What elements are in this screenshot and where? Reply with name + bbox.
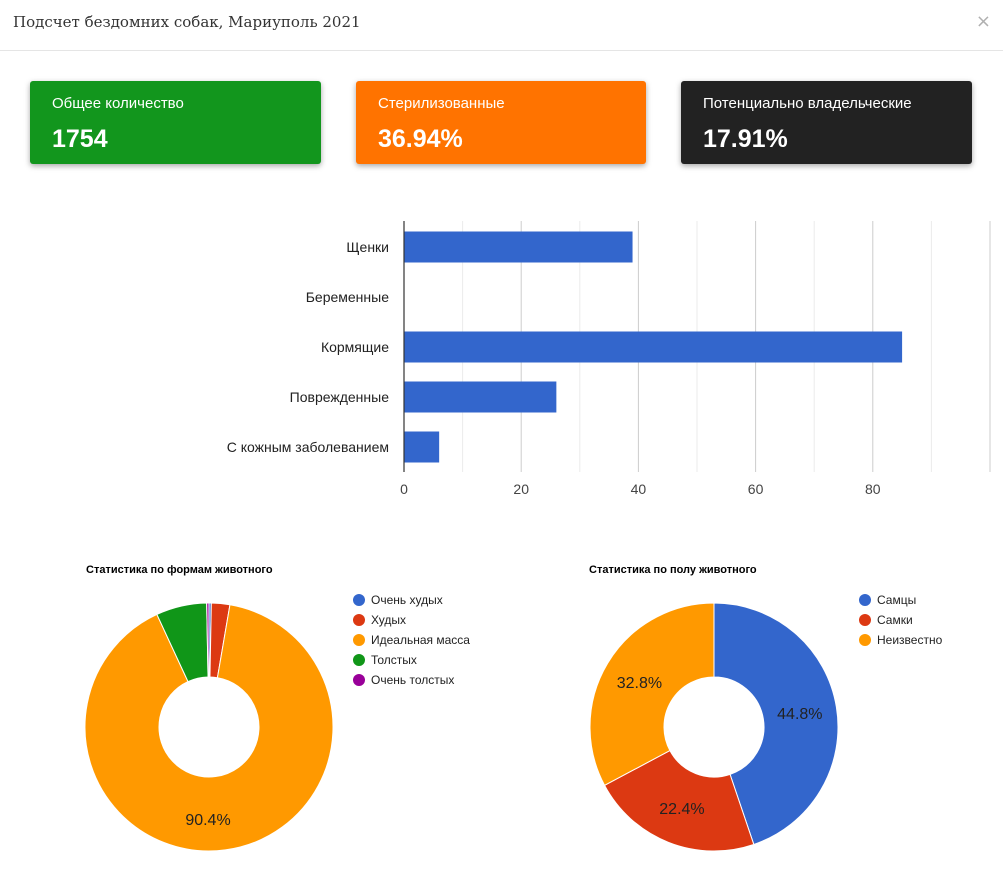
bar (404, 381, 557, 413)
bar-chart: Щенки Беременные Кормящие Поврежденные С кож… (227, 221, 991, 497)
donut-slice (589, 602, 715, 787)
chart-title: Статистика по полу животного (589, 564, 757, 576)
x-tick-label: 0 (400, 481, 408, 497)
card-value: 17.91% (703, 125, 788, 153)
x-tick-label: 80 (865, 481, 881, 497)
donut-slice (713, 602, 839, 846)
card-label: Стерилизованные (378, 95, 505, 112)
legend-marker-icon (859, 614, 871, 626)
x-tick-label: 60 (748, 481, 764, 497)
donut-slice (603, 749, 755, 852)
total-count-card: Общее количество 1754 (30, 81, 321, 164)
sex-donut-chart: Статистика по полу животного 44.8% 22.4% 32… (589, 564, 943, 852)
bar-category-label: С кожным заболеванием (227, 439, 389, 455)
legend-marker-icon (353, 674, 365, 686)
chart-title: Статистика по формам животного (86, 564, 273, 576)
legend-item-label: Неизвестно (877, 633, 943, 647)
legend-marker-icon (353, 614, 365, 626)
legend-item-label: Самцы (877, 593, 916, 607)
x-tick-label: 20 (513, 481, 529, 497)
x-tick-label: 40 (631, 481, 647, 497)
card-value: 36.94% (378, 125, 463, 153)
bar (404, 331, 903, 363)
legend-item-label: Толстых (371, 653, 417, 667)
modal-header: Подсчет бездомних собак, Мариуполь 2021 … (0, 0, 1003, 51)
legend-marker-icon (353, 634, 365, 646)
legend-marker-icon (859, 594, 871, 606)
legend-item-label: Самки (877, 613, 913, 627)
body-shape-donut-chart: Статистика по формам животного 90.4% Очень… (84, 564, 470, 852)
legend-item-label: Худых (371, 613, 406, 627)
legend-item-label: Очень худых (371, 593, 443, 607)
slice-data-label: 32.8% (617, 675, 662, 692)
slice-data-label: 44.8% (777, 706, 822, 723)
legend-marker-icon (353, 654, 365, 666)
donut-slice (206, 602, 210, 678)
slice-data-label: 22.4% (659, 801, 704, 818)
bar (404, 231, 633, 263)
legend-item-label: Очень толстых (371, 673, 454, 687)
bar-category-label: Кормящие (321, 339, 389, 355)
bar-category-label: Беременные (306, 289, 389, 305)
card-label: Потенциально владельческие (703, 95, 912, 112)
slice-data-label: 90.4% (185, 812, 230, 829)
bar-category-label: Поврежденные (290, 389, 390, 405)
legend-item-label: Идеальная масса (371, 633, 470, 647)
bar-category-label: Щенки (346, 239, 389, 255)
bar (404, 431, 440, 463)
legend-marker-icon (353, 594, 365, 606)
card-value: 1754 (52, 125, 108, 153)
card-label: Общее количество (52, 95, 184, 112)
close-icon[interactable]: × (975, 11, 991, 32)
legend-marker-icon (859, 634, 871, 646)
sterilized-card: Стерилизованные 36.94% (356, 81, 646, 164)
donut-slice (84, 604, 334, 852)
potentially-owned-card: Потенциально владельческие 17.91% (681, 81, 972, 164)
modal-title: Подсчет бездомних собак, Мариуполь 2021 (13, 13, 361, 31)
